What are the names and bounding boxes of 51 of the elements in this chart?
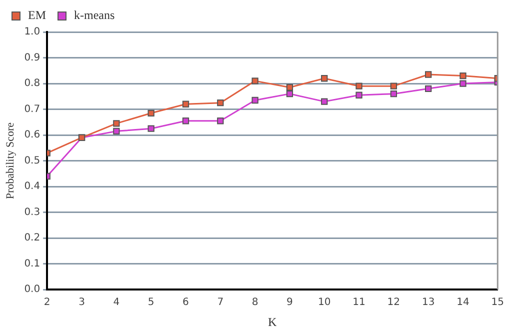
x-tick-label: 15 — [491, 297, 504, 308]
point — [424, 85, 432, 92]
x-tick-label: 4 — [113, 297, 120, 308]
y-tick-label: 0.6 — [24, 130, 40, 141]
point — [217, 118, 224, 124]
point — [286, 90, 294, 98]
point — [356, 92, 362, 98]
y-tick-label: 0.0 — [24, 284, 40, 296]
y-tick-label: 0.9 — [24, 52, 40, 64]
point — [460, 72, 466, 80]
x-tick-label: 7 — [217, 297, 224, 308]
point — [390, 90, 397, 98]
point — [148, 110, 154, 116]
point — [286, 84, 294, 91]
point — [252, 96, 258, 104]
x-tick-label: 11 — [352, 297, 366, 308]
point — [113, 120, 120, 127]
point — [321, 75, 328, 82]
x-tick-label: 9 — [286, 297, 293, 308]
x-tick-label: 13 — [422, 297, 435, 308]
point — [182, 118, 190, 124]
x-tick-label: 3 — [78, 297, 85, 308]
point — [460, 80, 466, 87]
x-tick-label: 2 — [44, 297, 50, 308]
point — [424, 71, 432, 78]
y-tick-label: 0.1 — [24, 258, 40, 270]
x-tick-label: 14 — [456, 297, 470, 308]
y-tick-label: 0.7 — [24, 104, 40, 115]
x-tick-label: 10 — [318, 297, 331, 308]
point — [217, 100, 224, 106]
y-tick-label: 1.0 — [24, 26, 40, 38]
legend-label: k-means — [74, 8, 115, 22]
y-axis-title: Probability Score — [4, 122, 16, 200]
point — [148, 125, 154, 132]
x-tick-label: 8 — [252, 297, 258, 308]
x-tick-label: 12 — [387, 297, 400, 308]
point — [356, 82, 362, 90]
x-axis-title: K — [268, 314, 278, 329]
point — [252, 78, 258, 84]
legend-label: EM — [28, 8, 46, 22]
y-tick-label: 0.4 — [24, 181, 40, 192]
y-tick-label: 0.8 — [24, 78, 40, 90]
point — [113, 128, 120, 135]
point — [182, 100, 190, 108]
x-tick-label: 5 — [148, 297, 154, 308]
y-tick-label: 0.2 — [24, 232, 40, 244]
y-tick-label: 0.3 — [24, 206, 40, 218]
point — [390, 82, 397, 90]
x-tick-label: 6 — [182, 297, 189, 308]
y-tick-label: 0.5 — [24, 155, 40, 166]
point — [321, 98, 328, 105]
